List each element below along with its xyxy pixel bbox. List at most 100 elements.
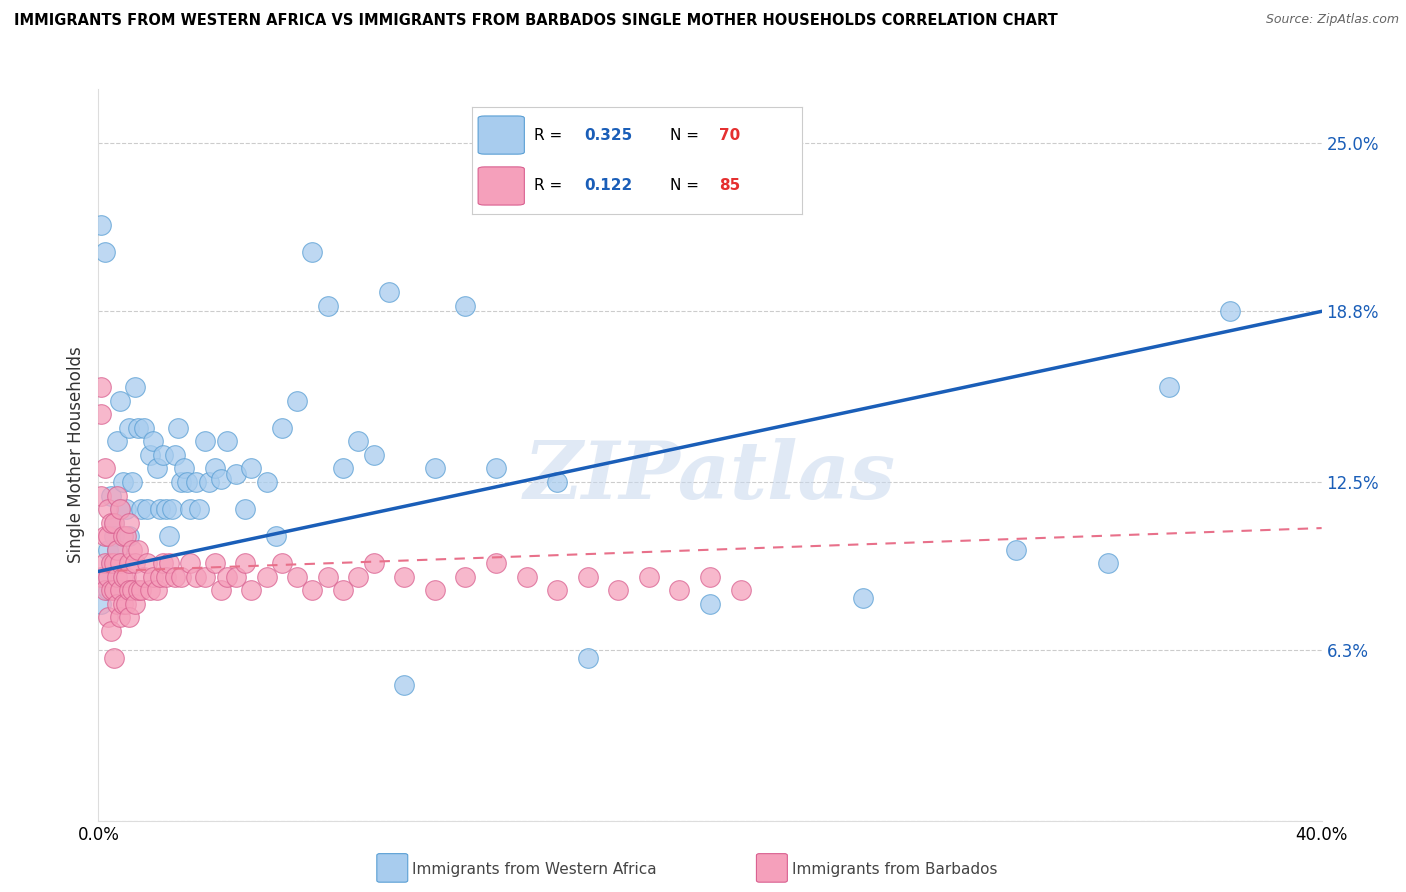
Point — [93, 570, 115, 584]
Point — [103, 583, 125, 598]
Point — [730, 583, 752, 598]
Point — [157, 556, 180, 570]
Point — [316, 570, 339, 584]
Point — [204, 461, 226, 475]
Point — [186, 570, 208, 584]
Point — [170, 570, 193, 584]
Y-axis label: Single Mother Households: Single Mother Households — [67, 347, 86, 563]
Point — [194, 434, 217, 449]
Point — [118, 583, 141, 598]
Point — [90, 489, 112, 503]
Point — [103, 529, 125, 543]
Point — [142, 434, 165, 449]
Point — [108, 502, 131, 516]
Point — [105, 570, 128, 584]
Point — [204, 556, 226, 570]
Point — [100, 556, 122, 570]
Point — [546, 583, 568, 598]
Point — [423, 461, 446, 475]
Point — [285, 393, 308, 408]
Point — [100, 556, 122, 570]
Point — [105, 542, 128, 557]
Point — [668, 583, 690, 598]
Point — [145, 461, 167, 475]
Point — [378, 285, 401, 300]
Point — [93, 461, 115, 475]
Point — [209, 583, 232, 598]
Point — [121, 475, 143, 489]
Point — [179, 556, 201, 570]
Point — [97, 502, 120, 516]
Point — [136, 502, 159, 516]
Point — [105, 597, 128, 611]
Point — [240, 583, 263, 598]
Point — [225, 467, 247, 481]
Point — [197, 475, 219, 489]
Point — [256, 475, 278, 489]
Point — [90, 218, 112, 232]
Point — [285, 570, 308, 584]
Point — [209, 472, 232, 486]
Point — [546, 475, 568, 489]
Point — [93, 529, 115, 543]
Point — [108, 556, 131, 570]
Point — [270, 556, 292, 570]
Point — [108, 502, 131, 516]
Point — [136, 556, 159, 570]
Point — [111, 475, 134, 489]
Point — [173, 461, 195, 475]
Point — [576, 570, 599, 584]
Point — [423, 583, 446, 598]
Point — [90, 597, 112, 611]
Point — [485, 461, 508, 475]
Point — [115, 597, 138, 611]
Text: Immigrants from Western Africa: Immigrants from Western Africa — [412, 863, 657, 877]
Point — [1157, 380, 1180, 394]
Point — [176, 475, 198, 489]
Point — [637, 570, 661, 584]
Point — [233, 502, 256, 516]
Point — [105, 542, 128, 557]
Point — [111, 529, 134, 543]
Point — [1004, 542, 1026, 557]
Point — [332, 583, 354, 598]
Point — [97, 570, 120, 584]
Point — [100, 489, 122, 503]
Point — [516, 570, 538, 584]
Point — [118, 421, 141, 435]
Point — [240, 461, 263, 475]
Point — [363, 448, 385, 462]
Point — [454, 570, 477, 584]
Point — [392, 570, 416, 584]
Point — [186, 475, 208, 489]
Point — [332, 461, 354, 475]
Point — [129, 583, 152, 598]
Point — [97, 542, 120, 557]
Point — [1219, 304, 1241, 318]
Point — [194, 570, 217, 584]
Point — [134, 421, 156, 435]
Point — [127, 542, 149, 557]
Point — [111, 597, 134, 611]
Point — [145, 583, 167, 598]
Point — [121, 542, 143, 557]
Point — [149, 570, 172, 584]
Point — [134, 570, 156, 584]
Point — [215, 434, 238, 449]
Point — [111, 570, 134, 584]
Point — [115, 529, 138, 543]
Point — [233, 556, 256, 570]
Point — [100, 624, 122, 638]
Point — [1097, 556, 1119, 570]
Point — [124, 556, 146, 570]
Point — [152, 448, 174, 462]
Point — [129, 502, 152, 516]
Point — [103, 516, 125, 530]
Point — [163, 448, 186, 462]
Point — [115, 502, 138, 516]
Point — [270, 421, 292, 435]
Point — [97, 529, 120, 543]
Point — [316, 299, 339, 313]
Point — [105, 434, 128, 449]
Point — [149, 502, 172, 516]
